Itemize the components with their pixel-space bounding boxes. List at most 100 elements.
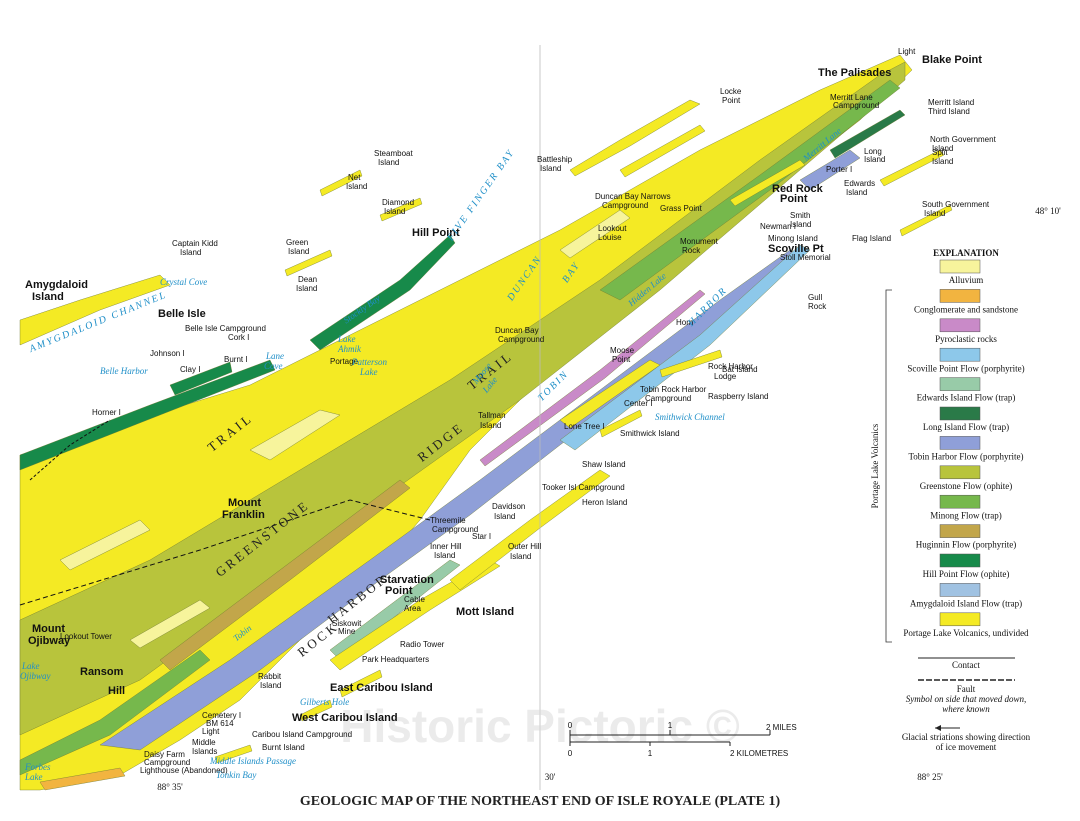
place-label: Point — [385, 585, 413, 597]
legend-swatch — [939, 465, 981, 480]
place-label: Island — [32, 291, 64, 303]
legend-label: Edwards Island Flow (trap) — [917, 393, 1016, 403]
legend-swatch — [939, 318, 981, 333]
place-label: Point — [780, 193, 808, 205]
place-label: Island — [864, 155, 885, 164]
tobin-band — [799, 149, 861, 191]
place-label: Rock Harbor — [708, 362, 753, 371]
place-label: Island — [932, 157, 953, 166]
island — [379, 197, 423, 222]
water-label: Lane — [265, 351, 284, 361]
place-label: Monument — [680, 237, 719, 246]
place-label: Horn — [676, 318, 693, 327]
place-label: Campground — [645, 394, 691, 403]
place-label: Area — [404, 604, 421, 613]
place-label: Duncan Bay Narrows — [595, 192, 671, 201]
water-label: Lake — [359, 367, 378, 377]
alluvium — [59, 519, 151, 571]
water-label: Patterson — [351, 357, 387, 367]
water-label: Ojibway — [20, 671, 51, 681]
place-label: Belle Isle — [158, 308, 206, 320]
place-label: Island — [480, 421, 501, 430]
water-label: Forbes — [24, 762, 51, 772]
place-label: Lookout — [598, 224, 627, 233]
place-label: Battleship — [537, 155, 573, 164]
place-label: Ransom — [80, 666, 124, 678]
alluvium — [249, 409, 341, 461]
scale-label: 1 — [648, 749, 653, 758]
water-label: Gilberts Hole — [300, 697, 349, 707]
fault-line — [19, 499, 431, 606]
place-label: Islands — [192, 747, 217, 756]
place-label: Campground — [602, 201, 648, 210]
place-label: Locke — [720, 87, 742, 96]
island — [339, 669, 383, 698]
place-label: Newman I — [760, 222, 796, 231]
hill-point-band — [19, 359, 276, 471]
place-label: Bat Island — [722, 365, 758, 374]
place-label: Campground — [144, 758, 190, 767]
water-label: Ahmik — [337, 344, 362, 354]
place-label: Burnt Island — [262, 743, 305, 752]
legend-label: Fault — [957, 684, 976, 694]
legend-label: Portage Lake Volcanics, undivided — [903, 628, 1029, 638]
legend-label: Huginnin Flow (porphyrite) — [916, 540, 1017, 550]
place-label: Shaw Island — [582, 460, 626, 469]
striation-arrow — [935, 725, 941, 731]
place-label: BM 614 — [206, 719, 234, 728]
legend-swatch — [939, 553, 981, 568]
huginnin-band — [159, 479, 411, 671]
legend-label: Pyroclastic rocks — [935, 334, 997, 344]
legend-heading: EXPLANATION — [933, 248, 999, 258]
place-label: Lodge — [714, 372, 737, 381]
place-label: Rock — [808, 302, 827, 311]
minong-band — [19, 649, 211, 776]
legend-label: Tobin Harbor Flow (porphyrite) — [908, 451, 1023, 461]
water-label: Crystal Cove — [160, 277, 207, 287]
legend-label: Alluvium — [949, 275, 984, 285]
legend-swatch — [939, 259, 981, 274]
place-label: Stoll Memorial — [780, 253, 831, 262]
map-title: GEOLOGIC MAP OF THE NORTHEAST END OF ISL… — [300, 794, 781, 809]
fault-line — [29, 419, 111, 481]
legend-note: Symbol on side that moved down, — [906, 694, 1027, 704]
legend-label: of ice movement — [936, 742, 997, 752]
water-label: Lake — [21, 661, 40, 671]
place-label: Steamboat — [374, 149, 413, 158]
scoville-band — [559, 244, 811, 451]
place-label: Green — [286, 238, 308, 247]
legend-swatch — [939, 436, 981, 450]
place-label: Star I — [472, 532, 491, 541]
place-label: Island — [494, 512, 515, 521]
island — [569, 99, 701, 177]
place-label: Mount — [228, 497, 261, 509]
place-label: Campground — [833, 101, 879, 110]
place-label: Lighthouse (Abandoned) — [140, 766, 228, 775]
place-label: Captain Kidd — [172, 239, 218, 248]
place-label: Tallman — [478, 411, 506, 420]
place-label: Ojibway — [28, 635, 71, 647]
place-label: Cemetery I — [202, 711, 241, 720]
geology — [19, 54, 953, 791]
place-label: Island — [790, 220, 811, 229]
place-label: Island — [932, 144, 953, 153]
place-label: Island — [180, 248, 201, 257]
place-label: Center I — [624, 399, 652, 408]
place-label: Starvation — [380, 574, 434, 586]
scale-label: 2 KILOMETRES — [730, 749, 788, 758]
place-label: Island — [260, 681, 281, 690]
place-label: Split — [932, 148, 948, 157]
water-label: Belle Harbor — [100, 366, 148, 376]
place-label: Island — [434, 551, 455, 560]
legend-swatch — [939, 583, 981, 597]
place-label: Smithwick Island — [620, 429, 680, 438]
place-label: Dean — [298, 275, 317, 284]
place-label: Moose — [610, 346, 635, 355]
coordinates: 48° 10' 88° 35' 30' 88° 25' — [157, 206, 1061, 792]
place-label: Belle Isle Campground — [185, 324, 266, 333]
island — [214, 744, 253, 764]
pyroclastic-band — [479, 289, 706, 467]
scale-label: 0 — [568, 749, 573, 758]
